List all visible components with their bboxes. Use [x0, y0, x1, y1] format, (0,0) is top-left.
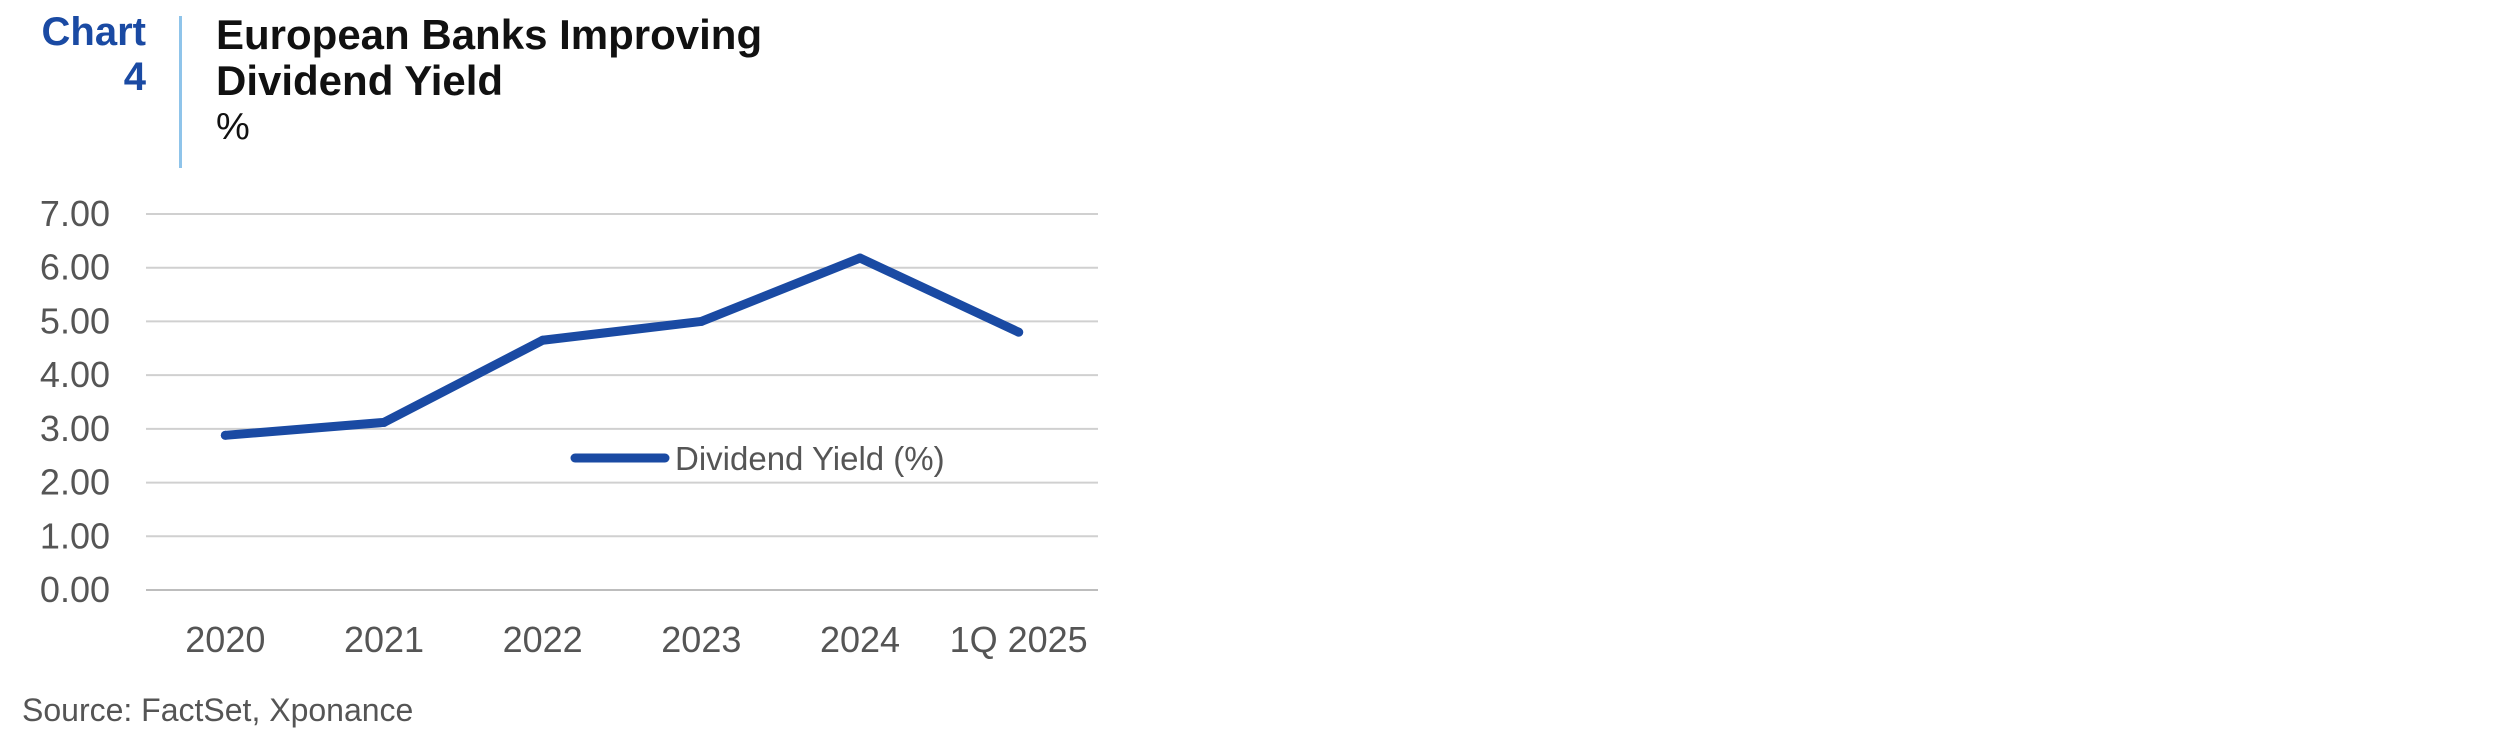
x-tick-label: 2024 — [820, 619, 900, 660]
line-chart: 0.00 1.00 2.00 3.00 4.00 5.00 6.00 7.00 2020 2021… — [40, 193, 1098, 660]
x-tick-label: 2023 — [661, 619, 741, 660]
x-tick-label: 2022 — [503, 619, 583, 660]
chart-label-line: 4 — [123, 55, 146, 99]
y-tick-label: 3.00 — [40, 408, 110, 449]
x-tick-label: 2021 — [344, 619, 424, 660]
y-tick-label: 0.00 — [40, 569, 110, 610]
chart-number-label: Chart 4 — [0, 10, 146, 100]
y-tick-label: 2.00 — [40, 462, 110, 503]
data-point — [538, 335, 548, 345]
x-tick-label: 1Q 2025 — [950, 619, 1088, 660]
legend-label: Dividend Yield (%) — [675, 440, 945, 477]
y-tick-label: 5.00 — [40, 300, 110, 341]
data-point — [220, 430, 230, 440]
chart-label-line: Chart — [41, 10, 146, 54]
data-point — [379, 417, 389, 427]
y-tick-label: 1.00 — [40, 515, 110, 556]
title-block: European Banks Improving Dividend Yield … — [216, 12, 856, 150]
y-tick-label: 6.00 — [40, 247, 110, 288]
header-divider — [179, 16, 182, 168]
y-tick-label: 7.00 — [40, 193, 110, 234]
data-point — [1014, 327, 1024, 337]
data-point — [855, 253, 865, 263]
data-point — [696, 316, 706, 326]
chart-title: European Banks Improving Dividend Yield — [216, 11, 763, 104]
x-tick-label: 2020 — [185, 619, 265, 660]
y-tick-label: 4.00 — [40, 354, 110, 395]
chart-unit: % — [216, 106, 250, 148]
source-note: Source: FactSet, Xponance — [22, 692, 414, 728]
series-line — [220, 253, 1024, 440]
